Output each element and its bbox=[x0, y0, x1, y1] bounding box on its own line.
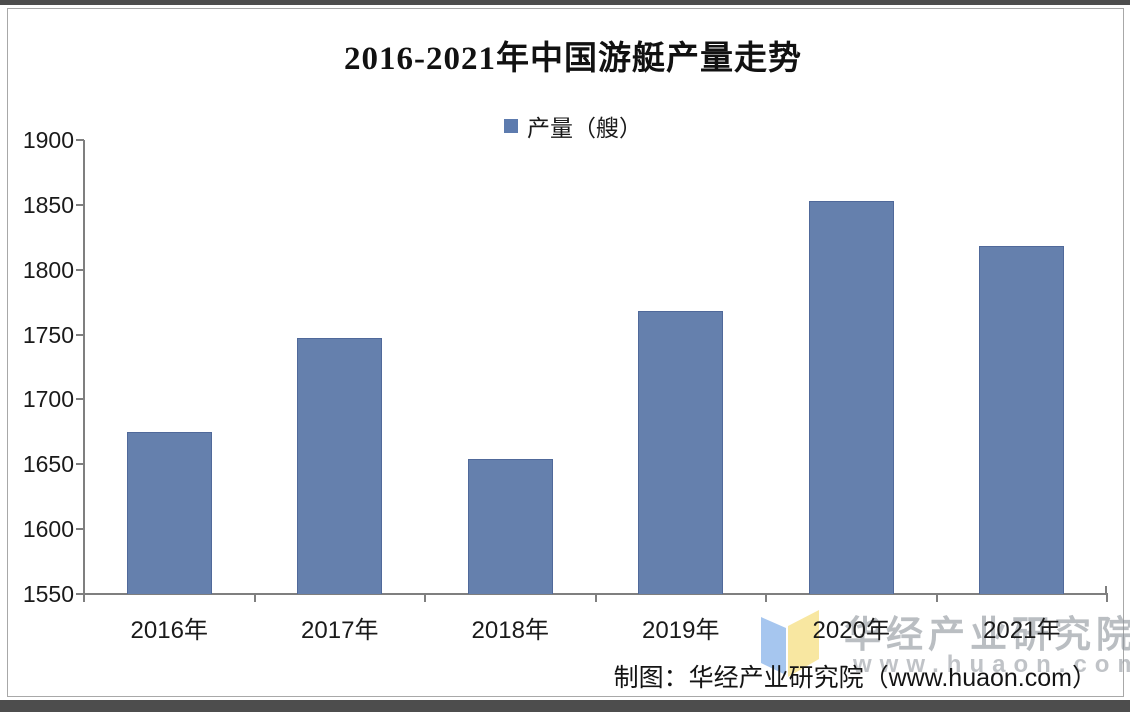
y-tick-label: 1550 bbox=[22, 581, 74, 607]
bar-2021年 bbox=[979, 246, 1065, 594]
x-tick-label: 2019年 bbox=[642, 617, 720, 644]
y-tick-label: 1700 bbox=[22, 386, 74, 413]
y-tick-label: 1600 bbox=[22, 516, 74, 543]
y-axis-line bbox=[83, 140, 85, 596]
x-axis-tick bbox=[253, 595, 256, 602]
bottom-border-strip bbox=[0, 700, 1130, 712]
bar-2016年 bbox=[126, 431, 212, 594]
x-tick-label: 2020年 bbox=[812, 617, 890, 644]
y-tick-label: 1800 bbox=[22, 256, 74, 283]
x-axis-end-tick bbox=[1105, 586, 1107, 594]
watermark-url-text: www.huaon.com bbox=[853, 651, 1130, 678]
y-axis-tick bbox=[76, 593, 84, 595]
huaon-logo-icon bbox=[759, 609, 821, 684]
x-axis-tick bbox=[1106, 595, 1108, 602]
y-axis-tick bbox=[76, 333, 84, 336]
watermark-org-text: 华经产业研究院 bbox=[844, 614, 1130, 655]
y-axis-tick bbox=[76, 203, 84, 206]
bar-2018年 bbox=[467, 459, 553, 594]
legend-label: 产量（艘） bbox=[527, 115, 642, 141]
bar-2019年 bbox=[638, 311, 724, 594]
x-tick-label: 2021年 bbox=[983, 617, 1061, 644]
y-tick-label: 1650 bbox=[22, 451, 74, 478]
x-axis-tick bbox=[424, 595, 426, 602]
x-tick-label: 2016年 bbox=[130, 617, 208, 644]
y-axis-tick bbox=[76, 463, 84, 466]
y-axis-tick bbox=[76, 528, 84, 531]
x-axis-tick bbox=[765, 595, 767, 602]
top-border-strip bbox=[0, 0, 1130, 5]
x-tick-label: 2017年 bbox=[301, 617, 379, 644]
bar-2017年 bbox=[297, 338, 383, 594]
source-attribution: 制图：华经产业研究院（www.huaon.com） bbox=[613, 664, 1097, 692]
chart-title: 2016-2021年中国游艇产量走势 bbox=[344, 41, 802, 77]
y-axis-tick bbox=[76, 139, 84, 141]
bar-2020年 bbox=[808, 200, 894, 594]
y-tick-label: 1750 bbox=[22, 321, 74, 348]
x-axis-tick bbox=[935, 595, 938, 602]
legend-swatch-icon bbox=[504, 119, 518, 133]
x-axis-line bbox=[83, 593, 1108, 595]
legend: 产量（艘） bbox=[8, 109, 1130, 143]
y-axis-tick bbox=[76, 268, 84, 271]
x-tick-label: 2018年 bbox=[471, 617, 549, 644]
x-axis-tick bbox=[594, 595, 597, 602]
y-tick-label: 1850 bbox=[22, 191, 74, 218]
y-tick-label: 1900 bbox=[22, 127, 74, 153]
x-axis-tick bbox=[83, 595, 85, 602]
y-axis-tick bbox=[76, 398, 84, 401]
